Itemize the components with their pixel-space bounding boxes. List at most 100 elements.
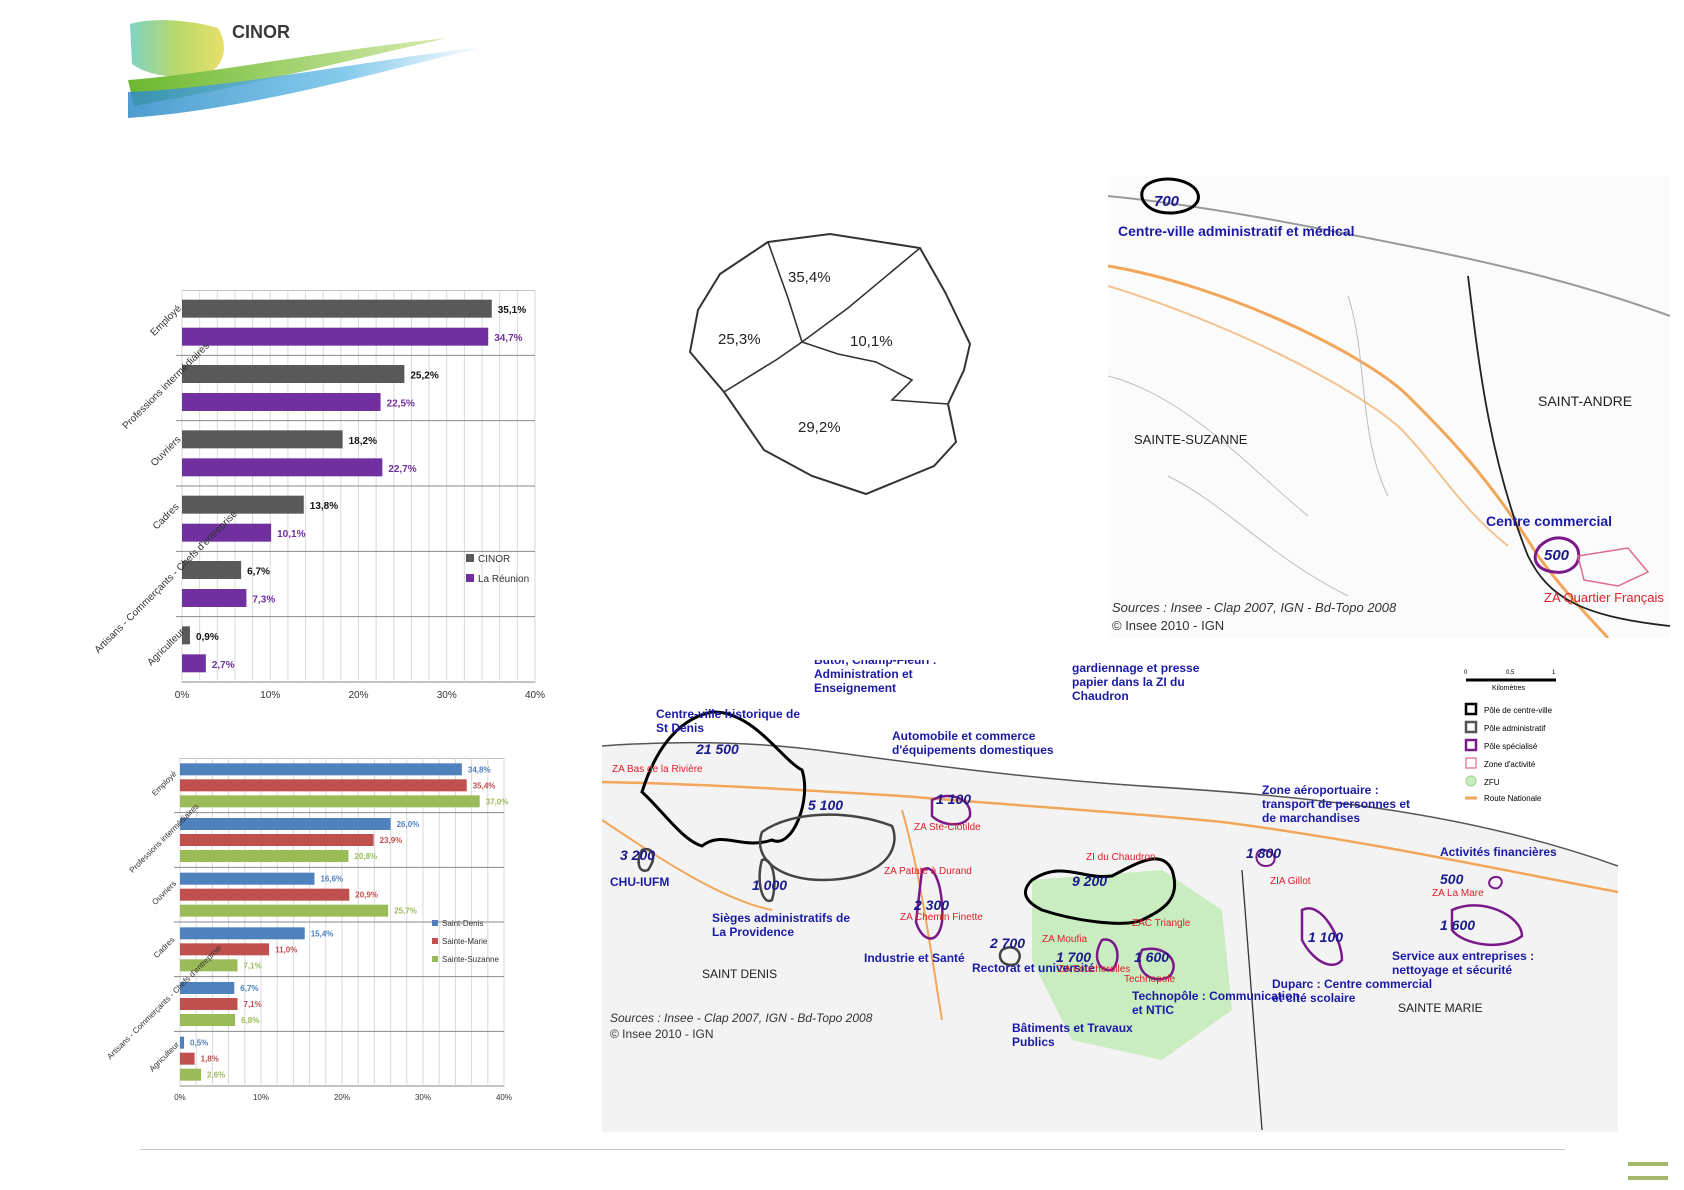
value-2300: 2 300 xyxy=(913,897,949,913)
data-label: 35,1% xyxy=(498,305,526,316)
data-label: 26,0% xyxy=(397,820,420,829)
x-tick-label: 10% xyxy=(253,1093,269,1102)
data-label: 6,7% xyxy=(240,984,258,993)
value-1700: 1 700 xyxy=(1056,949,1091,965)
x-tick-label: 40% xyxy=(496,1093,512,1102)
cinor-logo: CINOR xyxy=(128,20,488,118)
map-main-copyright: © Insee 2010 - IGN xyxy=(610,1027,714,1041)
data-label: 37,0% xyxy=(486,797,509,806)
data-label: 1,8% xyxy=(201,1055,219,1064)
data-label: 7,3% xyxy=(252,595,275,606)
share-label-east: 10,1% xyxy=(850,333,893,350)
label-rectorat: Rectorat et université xyxy=(972,961,1095,975)
pole-700-value: 700 xyxy=(1154,193,1180,210)
label-service-entreprises: Service aux entreprises : nettoyage et sé… xyxy=(1392,949,1534,977)
data-label: 18,2% xyxy=(349,436,377,447)
bar-la-r-union xyxy=(182,589,247,607)
x-tick-label: 20% xyxy=(348,690,368,701)
corner-decoration-top xyxy=(1628,1162,1668,1166)
label-duparc: Duparc : Centre commercial et cité scolai… xyxy=(1272,977,1432,1005)
x-tick-label: 0% xyxy=(175,690,190,701)
data-label: 20,8% xyxy=(354,852,377,861)
commune-saint-denis: SAINT DENIS xyxy=(702,967,777,981)
value-1100-ste-clotilde: 1 100 xyxy=(936,791,971,807)
legend-swatch-centre-ville xyxy=(1464,702,1478,716)
data-label: 13,8% xyxy=(310,501,338,512)
value-500: 500 xyxy=(1440,871,1464,887)
data-label: 2,7% xyxy=(212,660,235,671)
value-9200: 9 200 xyxy=(1072,873,1107,889)
chart-cinor-vs-reunion: 0% 10% 20% 30% 40% 35,1% 34,7% Employé 25,2% 22,5… xyxy=(93,290,545,701)
data-label: 22,5% xyxy=(387,399,415,410)
scale-unit: Kilomètres xyxy=(1492,685,1526,692)
map-legend: 0 0,5 1 Kilomètres Pôle de centre-ville … xyxy=(1464,670,1556,803)
za-la-mare: ZA La Mare xyxy=(1432,888,1484,899)
za-technopole: Technopole xyxy=(1124,974,1176,985)
bar-sainte-suzanne xyxy=(180,959,238,972)
data-label: 22,7% xyxy=(388,464,416,475)
value-2700: 2 700 xyxy=(989,935,1025,951)
legend-swatch xyxy=(466,574,474,582)
za-patate-durand: ZA Patate à Durand xyxy=(884,866,972,877)
value-1000: 1 000 xyxy=(752,877,787,893)
bar-cinor xyxy=(182,430,343,449)
legend-label: Sainte-Suzanne xyxy=(442,955,499,964)
x-tick-label: 40% xyxy=(525,690,545,701)
scale-tick-0: 0 xyxy=(1464,670,1468,676)
bar-sainte-marie xyxy=(180,834,374,846)
map-sources: Sources : Insee - Clap 2007, IGN - Bd-To… xyxy=(1112,600,1397,615)
za-chemin-finette: ZA Chemin Finette xyxy=(900,912,983,923)
label-pole-mixte: Pôle mixte : Centre-villede Ste Clotilde… xyxy=(1072,660,1208,703)
value-1100-duparc: 1 100 xyxy=(1308,929,1343,945)
data-label: 11,0% xyxy=(275,945,297,954)
bar-saint-denis xyxy=(180,982,235,994)
data-label: 10,1% xyxy=(277,529,305,540)
commune-border-3 xyxy=(801,341,949,405)
label-chu: CHU-IUFM xyxy=(610,875,669,889)
commune-border-2 xyxy=(801,247,921,343)
bar-sainte-marie xyxy=(180,888,350,901)
value-21500: 21 500 xyxy=(695,741,739,757)
legend-swatch xyxy=(466,554,474,562)
bar-sainte-suzanne xyxy=(180,904,389,917)
bar-saint-denis xyxy=(180,1036,185,1049)
legend-label-administratif: Pôle administratif xyxy=(1484,724,1546,733)
legend-label-zfu: ZFU xyxy=(1484,778,1500,787)
value-5100: 5 100 xyxy=(808,797,843,813)
x-tick-label: 30% xyxy=(415,1093,431,1102)
data-label: 34,8% xyxy=(468,765,491,774)
value-1800: 1 800 xyxy=(1246,845,1281,861)
map-copyright: © Insee 2010 - IGN xyxy=(1112,618,1224,633)
bar-cinor xyxy=(182,561,242,579)
data-label: 35,4% xyxy=(473,781,496,790)
bar-saint-denis xyxy=(180,763,462,776)
category-label: Agriculteur xyxy=(148,1040,182,1074)
legend-label-route: Route Nationale xyxy=(1484,794,1542,803)
x-tick-label: 20% xyxy=(334,1093,350,1102)
bar-saint-denis xyxy=(180,927,305,940)
legend-swatch xyxy=(432,920,438,926)
bar-sainte-suzanne xyxy=(180,795,480,808)
bar-la-r-union xyxy=(182,327,489,346)
pole-500-value: 500 xyxy=(1544,547,1570,564)
data-label: 2,6% xyxy=(207,1071,225,1080)
value-1600-service: 1 600 xyxy=(1440,917,1475,933)
island-outline xyxy=(688,232,972,496)
data-label: 25,7% xyxy=(394,907,417,916)
share-label-south: 29,2% xyxy=(798,419,841,436)
bar-cinor xyxy=(182,365,405,383)
legend-label: La Réunion xyxy=(478,574,529,585)
category-label: Cadres xyxy=(151,502,182,533)
category-label: Employé xyxy=(149,303,185,339)
legend-label: CINOR xyxy=(478,554,510,565)
bar-cinor xyxy=(182,299,492,318)
corner-decoration-bottom xyxy=(1628,1176,1668,1180)
data-label: 25,2% xyxy=(410,371,438,382)
label-automobile: Automobile et commerce d'équipements dome… xyxy=(892,729,1054,757)
label-btp: Bâtiments et Travaux Publics xyxy=(1012,1021,1133,1049)
legend-label-centre-ville: Pôle de centre-ville xyxy=(1484,706,1553,715)
bar-la-r-union xyxy=(182,654,206,673)
label-sieges: Sièges administratifs de La Providence xyxy=(712,911,850,939)
pole-500-label: Centre commercial xyxy=(1486,513,1612,529)
bar-sainte-suzanne xyxy=(180,1068,202,1081)
